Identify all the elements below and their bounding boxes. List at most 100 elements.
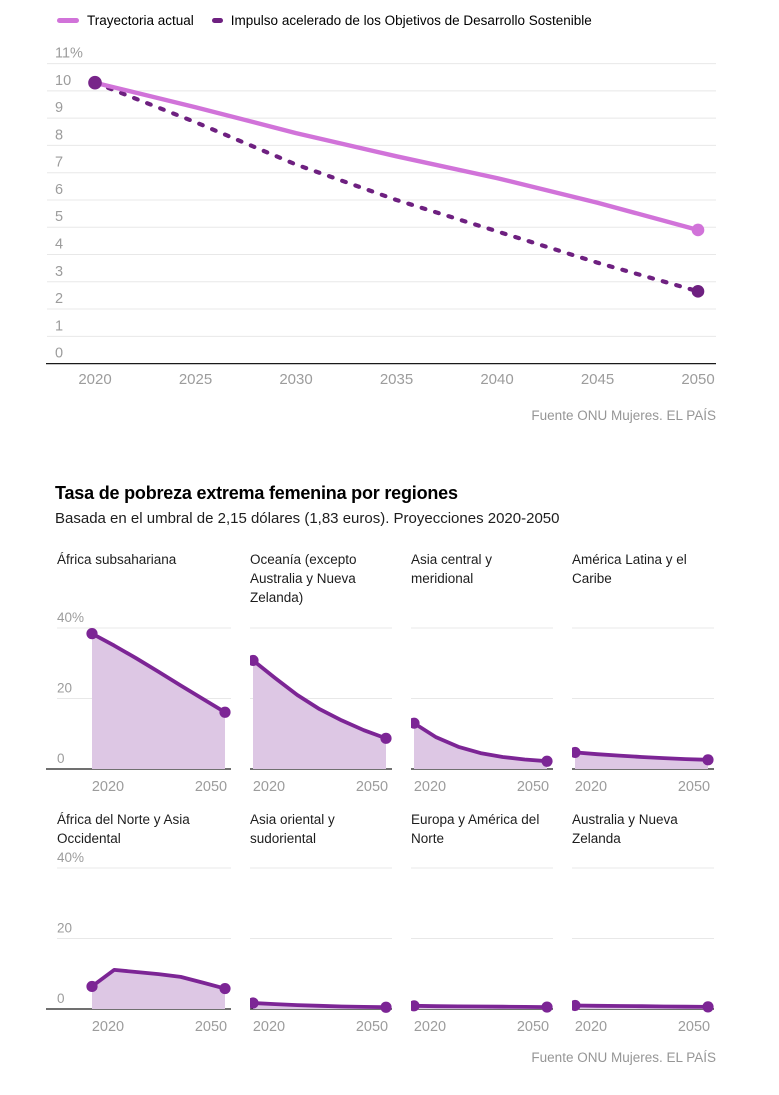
tick-label: 11% — [55, 46, 83, 62]
legend-item-impulso: Impulso acelerado de los Objetivos de De… — [211, 13, 592, 28]
end-dot — [219, 706, 231, 718]
start-dot — [86, 980, 98, 993]
tick-label: 2045 — [581, 371, 614, 388]
tick-label: 2025 — [179, 371, 212, 388]
tick-label: 40% — [57, 610, 84, 625]
region-line — [573, 750, 710, 762]
tick-label: 0 — [57, 751, 65, 766]
section-title: Tasa de pobreza extrema femenina por reg… — [55, 483, 458, 503]
legend-item-trayectoria: Trayectoria actual — [57, 13, 194, 28]
end-dot — [380, 732, 392, 744]
end-dot — [541, 1001, 553, 1013]
impulso-end-dot — [691, 285, 705, 298]
tick-label: 2050 — [517, 1019, 549, 1035]
tick-label: 7 — [55, 155, 63, 171]
end-dot — [541, 755, 553, 767]
tick-label: 5 — [55, 209, 63, 225]
tick-label: 2 — [55, 291, 63, 307]
end-dot — [380, 1001, 392, 1013]
legend-label: Trayectoria actual — [87, 13, 194, 28]
region-panel: América Latina y el Caribe 2020 2050 — [572, 550, 714, 800]
tick-label: 2020 — [92, 1019, 124, 1035]
tick-label: 2020 — [414, 1019, 446, 1035]
start-dot — [411, 1000, 420, 1012]
tick-label: 2050 — [195, 1019, 227, 1035]
legend-label: Impulso acelerado de los Objetivos de De… — [230, 13, 592, 28]
tick-label: 2020 — [253, 779, 285, 795]
end-dot — [219, 982, 231, 995]
end-dot — [702, 1001, 714, 1013]
tick-label: 20 — [57, 681, 72, 696]
tick-label: 2050 — [681, 371, 714, 388]
section-subtitle: Basada en el umbral de 2,15 dólares (1,8… — [55, 510, 560, 527]
region-chart: 2020 2050 — [572, 627, 714, 795]
trayectoria-end-dot — [691, 223, 705, 237]
region-line — [251, 1001, 388, 1010]
region-line — [90, 968, 227, 991]
tick-label: 2050 — [356, 1019, 388, 1035]
tick-label: 2020 — [78, 371, 111, 388]
region-panel: Oceanía (excepto Australia y Nueva Zelan… — [250, 550, 392, 800]
area-fill — [92, 633, 225, 769]
source-note-bottom: Fuente ONU Mujeres. EL PAÍS — [531, 1050, 716, 1065]
start-dot — [250, 654, 259, 667]
tick-label: 2035 — [380, 371, 413, 388]
source-note-top: Fuente ONU Mujeres. EL PAÍS — [531, 408, 716, 423]
region-panels: África subsahariana 40% 20 0 2020 2050 Oceanía… — [46, 550, 714, 1040]
region-chart: 2020 2050 — [411, 867, 553, 1035]
start-dot — [250, 997, 259, 1009]
dashed-line-swatch-icon — [211, 18, 223, 23]
tick-label: 8 — [55, 127, 63, 143]
region-panel: Europa y América del Norte 2020 2050 — [411, 810, 553, 1040]
region-panel: África del Norte y Asia Occidental 40% 20 0… — [46, 810, 231, 1040]
tick-label: 3 — [55, 264, 63, 280]
region-title: Australia y Nueva Zelanda — [572, 812, 678, 846]
region-chart: 2020 2050 — [250, 867, 392, 1035]
region-chart: 2020 2050 — [411, 627, 553, 795]
series-impulso-line — [92, 80, 701, 294]
area-fill — [414, 723, 547, 769]
region-line — [412, 1003, 549, 1009]
tick-label: 2050 — [678, 779, 710, 795]
region-line — [573, 1003, 710, 1009]
tick-label: 20 — [57, 921, 72, 936]
region-title: África del Norte y Asia Occidental — [57, 812, 190, 846]
region-chart: 2020 2050 — [572, 867, 714, 1035]
region-title: Oceanía (excepto Australia y Nueva Zelan… — [250, 552, 357, 605]
tick-label: 0 — [57, 991, 65, 1006]
region-panel: Asia oriental y sudoriental 2020 2050 — [250, 810, 392, 1040]
region-line — [90, 631, 227, 715]
tick-label: 40% — [57, 850, 84, 865]
region-chart: 40% 20 0 2020 2050 — [46, 850, 231, 1035]
region-line — [412, 721, 549, 764]
region-panel: Asia central y meridional 2020 2050 — [411, 550, 553, 800]
region-title: América Latina y el Caribe — [572, 552, 687, 586]
tick-label: 2020 — [414, 779, 446, 795]
start-dot — [572, 999, 581, 1012]
region-title: África subsahariana — [57, 552, 177, 567]
series-trayectoria-line — [92, 80, 701, 233]
region-line — [251, 658, 388, 741]
start-dot — [86, 628, 98, 640]
region-chart: 40% 20 0 2020 2050 — [46, 610, 231, 795]
tick-label: 2050 — [195, 779, 227, 795]
end-dot — [702, 754, 714, 766]
tick-label: 4 — [55, 237, 63, 253]
region-panel: África subsahariana 40% 20 0 2020 2050 — [46, 550, 231, 800]
start-dot — [572, 746, 581, 759]
tick-label: 1 — [55, 318, 63, 334]
tick-label: 2050 — [356, 779, 388, 795]
tick-label: 2020 — [253, 1019, 285, 1035]
solid-line-swatch-icon — [57, 18, 79, 23]
tick-label: 2040 — [480, 371, 513, 388]
tick-label: 6 — [55, 182, 63, 198]
tick-label: 0 — [55, 346, 63, 362]
region-panel: Australia y Nueva Zelanda 2020 2050 — [572, 810, 714, 1040]
chart-legend: Trayectoria actual Impulso acelerado de … — [57, 13, 592, 28]
tick-label: 2030 — [279, 371, 312, 388]
region-title: Asia central y meridional — [411, 552, 493, 586]
region-title: Europa y América del Norte — [411, 812, 540, 846]
tick-label: 9 — [55, 100, 63, 116]
region-title: Asia oriental y sudoriental — [250, 812, 335, 846]
